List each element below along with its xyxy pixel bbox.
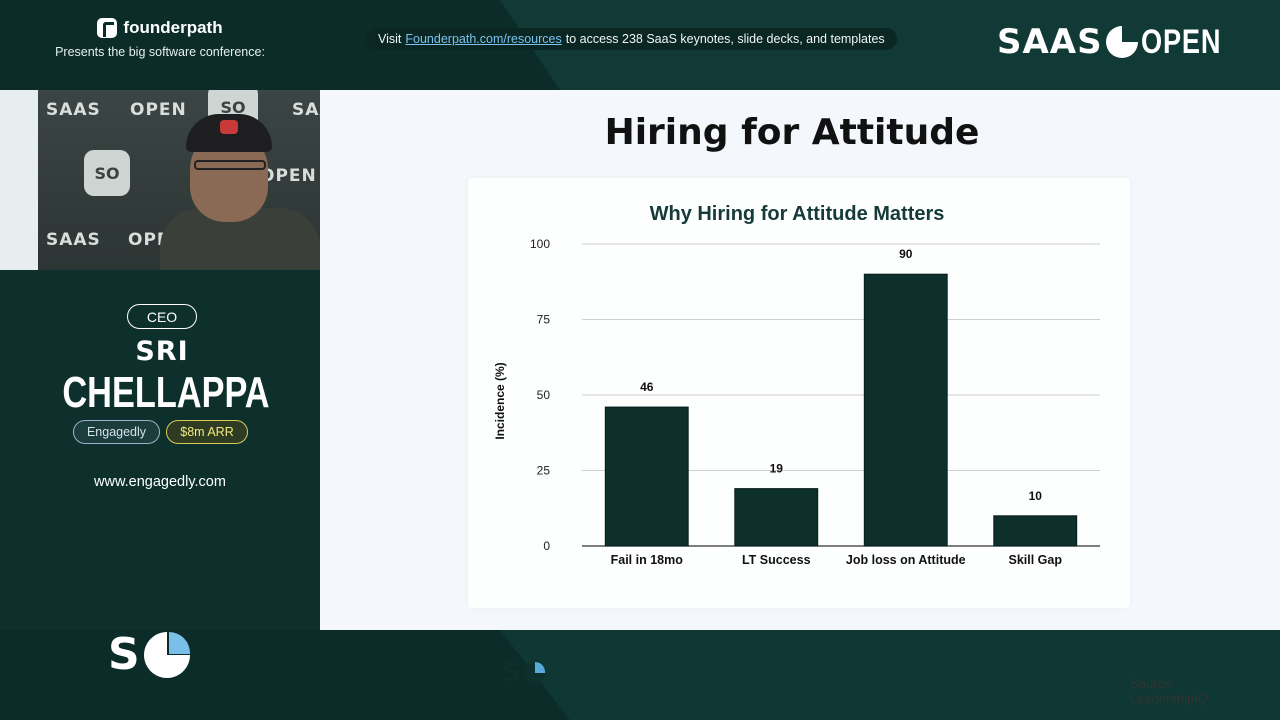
- speaker-cap: [186, 114, 272, 152]
- data-label: 46: [640, 380, 654, 394]
- saas-open-footer-logo: S: [108, 630, 190, 680]
- y-tick-label: 0: [543, 539, 550, 553]
- speaker-website: www.engagedly.com: [94, 474, 226, 490]
- data-label: 90: [899, 247, 913, 261]
- brand-name: founderpath: [123, 18, 223, 37]
- y-tick-label: 50: [537, 388, 551, 402]
- bar: [604, 406, 689, 547]
- backdrop-logo-text: SAAS: [292, 100, 320, 120]
- chart-title: Why Hiring for Attitude Matters: [650, 203, 945, 225]
- logo-letter-s: S: [502, 658, 521, 688]
- speaker-video: SAAS OPEN SAAS SAAS OPEN OPEN SO SO: [0, 90, 320, 270]
- logo-word-saas: SAAS: [997, 22, 1103, 62]
- banner-prefix: Visit: [378, 32, 402, 46]
- window-glare: [0, 90, 38, 270]
- founderpath-brand: founderpath Presents the big software co…: [0, 18, 320, 59]
- speaker-glasses: [194, 160, 266, 170]
- company-badge: Engagedly: [73, 420, 160, 444]
- slide-logo: S: [502, 660, 545, 686]
- backdrop-logo-tile: SO: [84, 150, 130, 196]
- x-tick-label: Skill Gap: [1009, 553, 1063, 567]
- chart-card: Why Hiring for Attitude Matters Incidenc…: [468, 178, 1208, 706]
- x-tick-label: Job loss on Attitude: [846, 553, 966, 567]
- y-tick-label: 25: [537, 464, 551, 478]
- arr-badge: $8m ARR: [166, 420, 248, 444]
- speaker-panel: [0, 270, 320, 630]
- chart-source: Source: LeadershipIQ: [1130, 676, 1209, 706]
- resources-banner: Visit Founderpath.com/resources to acces…: [366, 28, 897, 50]
- bar: [863, 273, 948, 547]
- resources-link[interactable]: Founderpath.com/resources: [405, 32, 562, 46]
- banner-suffix: to access 238 SaaS keynotes, slide decks…: [565, 32, 885, 46]
- backdrop-logo-text: SAAS: [46, 230, 101, 250]
- pie-chart-icon: [522, 662, 545, 684]
- x-tick-label: LT Success: [742, 553, 811, 567]
- slide-title: Hiring for Attitude: [604, 112, 980, 153]
- brand-subtitle: Presents the big software conference:: [55, 45, 265, 59]
- logo-word-open: OPEN: [1140, 22, 1221, 61]
- backdrop-logo-text: OPEN: [260, 166, 317, 186]
- bar: [734, 488, 819, 547]
- x-tick-label: Fail in 18mo: [611, 553, 684, 567]
- y-tick-label: 75: [537, 313, 551, 327]
- data-label: 19: [770, 462, 784, 476]
- backdrop-logo-text: SAAS: [46, 100, 101, 120]
- bar-chart: Why Hiring for Attitude Matters Incidenc…: [493, 203, 1100, 567]
- logo-letter-s: S: [108, 629, 140, 680]
- data-label: 10: [1029, 489, 1043, 503]
- footer-accent-panel: [500, 630, 1280, 720]
- y-axis-label: Incidence (%): [493, 362, 507, 439]
- bar: [993, 515, 1078, 547]
- founderpath-logo-icon: [97, 18, 118, 38]
- speaker-last-name: CHELLAPPA: [62, 368, 270, 417]
- pie-chart-icon: [143, 632, 190, 678]
- speaker-first-name: SRI: [135, 336, 189, 367]
- speaker-role-badge: CEO: [127, 304, 197, 329]
- saas-open-logo: SAAS OPEN: [997, 22, 1247, 62]
- y-tick-label: 100: [530, 237, 550, 251]
- pie-chart-icon: [1105, 26, 1138, 58]
- presentation-slide: Hiring for Attitude Why Hiring for Attit…: [320, 90, 1280, 706]
- backdrop-logo-text: OPEN: [130, 100, 187, 120]
